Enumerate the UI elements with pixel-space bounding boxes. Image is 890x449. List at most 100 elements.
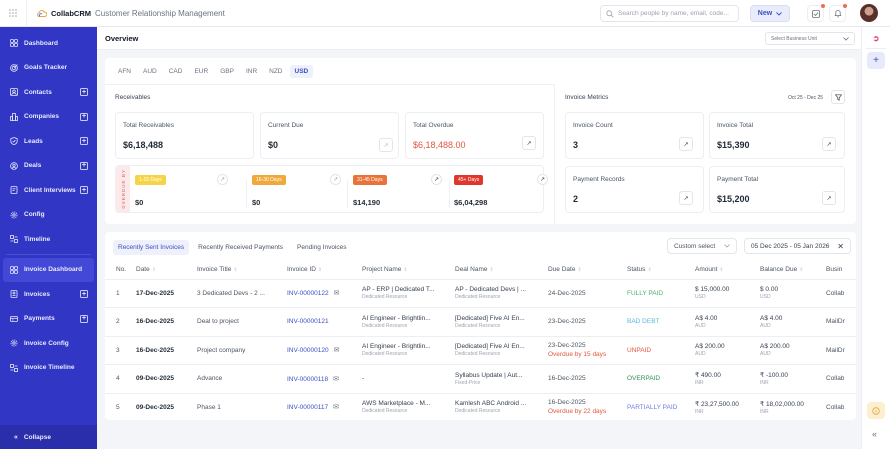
divider [246, 180, 247, 208]
sidebar-item-invoice-dashboard[interactable]: Invoice Dashboard [3, 257, 94, 282]
expand-panel-button[interactable]: « [872, 429, 877, 439]
bucket-open-button[interactable]: ↗ [431, 174, 442, 185]
sidebar-item-dashboard[interactable]: Dashboard [0, 31, 97, 56]
invoice-id-link[interactable]: INV-00000118 [287, 375, 329, 383]
mail-icon[interactable]: ✉ [333, 290, 340, 298]
total-overdue-open-button[interactable]: ↗ [522, 136, 536, 150]
add-payment-icon[interactable]: + [80, 314, 88, 323]
sidebar-item-payments[interactable]: Payments + [0, 307, 97, 332]
sidebar-item-companies[interactable]: Companies + [0, 105, 97, 130]
sidebar-item-leads[interactable]: Leads + [0, 129, 97, 154]
add-deal-icon[interactable]: + [80, 161, 88, 170]
sidebar-item-deals[interactable]: Deals + [0, 154, 97, 179]
tab-pending-invoices[interactable]: Pending Invoices [297, 244, 347, 251]
sidebar-item-client-interviews[interactable]: Client Interviews + [0, 178, 97, 203]
chevron-down-icon [724, 244, 730, 248]
invoice-id-link[interactable]: INV-00000120 [287, 347, 329, 355]
metrics-filter-button[interactable] [831, 90, 845, 104]
payment-total-open-button[interactable]: ↗ [822, 191, 836, 205]
sidebar-item-label: Timeline [24, 235, 51, 243]
collapse-sidebar-button[interactable]: « Collapse [0, 425, 97, 449]
add-company-icon[interactable]: + [80, 112, 88, 121]
add-button[interactable]: + [867, 52, 885, 69]
invoices-table: No. Date ⇕ Invoice Title ⇕ Invoice ID ⇕ Pro… [105, 260, 856, 420]
table-row[interactable]: 2 16-Dec-2025 Deal to project INV-000001… [105, 307, 856, 337]
col-deal-name[interactable]: Deal Name ⇕ [455, 260, 548, 280]
grid-icon [9, 39, 18, 48]
currency-tab-cad[interactable]: CAD [168, 68, 183, 75]
current-due-open-button[interactable]: ↗ [379, 138, 393, 152]
sidebar-item-config[interactable]: Config [0, 203, 97, 228]
receivables-title: Receivables [115, 94, 151, 101]
col-date[interactable]: Date ⇕ [136, 260, 197, 280]
table-row[interactable]: 5 09-Dec-2025 Phase 1 INV-00000117 ✉ AWS … [105, 393, 856, 420]
sidebar-item-label: Invoice Dashboard [24, 266, 83, 274]
add-contact-icon[interactable]: + [80, 88, 88, 97]
col-project-name[interactable]: Project Name ⇕ [362, 260, 455, 280]
app-logo-icon[interactable]: ➲ [872, 34, 880, 43]
help-button[interactable] [867, 402, 885, 419]
custom-select-dropdown[interactable]: Custom select [667, 238, 737, 254]
user-avatar[interactable] [860, 4, 878, 22]
bucket-open-button[interactable]: ↗ [330, 174, 341, 185]
currency-tab-afn[interactable]: AFN [118, 68, 131, 75]
invoice-id-link[interactable]: INV-00000117 [287, 404, 329, 412]
currency-tab-usd[interactable]: USD [289, 65, 314, 78]
col-balance-due[interactable]: Balance Due ⇕ [760, 260, 826, 280]
notifications-button[interactable] [829, 4, 847, 22]
app-launcher-button[interactable] [0, 0, 27, 27]
tasks-button[interactable] [807, 4, 825, 22]
sidebar-item-label: Contacts [24, 88, 52, 96]
sidebar-item-contacts[interactable]: Contacts + [0, 80, 97, 105]
col-amount[interactable]: Amount ⇕ [695, 260, 760, 280]
sidebar-item-timeline[interactable]: Timeline [0, 227, 97, 252]
col-status[interactable]: Status ⇕ [627, 260, 695, 280]
brand[interactable]: CollabCRM Customer Relationship Manageme… [37, 9, 225, 18]
table-row[interactable]: 1 17-Dec-2025 3 Dedicated Devs - 2 ... I… [105, 279, 856, 308]
invoice-count-open-button[interactable]: ↗ [679, 137, 693, 151]
bucket-open-button[interactable]: ↗ [217, 174, 228, 185]
sidebar-item-invoice-config[interactable]: Invoice Config [0, 331, 97, 356]
tab-recently-received-payments[interactable]: Recently Received Payments [198, 244, 284, 251]
invoice-id-link[interactable]: INV-00000121 [287, 318, 329, 326]
date-range-picker[interactable]: 05 Dec 2025 - 05 Jan 2026 ✕ [744, 238, 851, 254]
payment-records-open-button[interactable]: ↗ [679, 191, 693, 205]
mail-icon[interactable]: ✉ [333, 375, 339, 383]
add-lead-icon[interactable]: + [80, 137, 88, 146]
divider [554, 84, 555, 224]
table-row[interactable]: 3 16-Dec-2025 Project company INV-000001… [105, 336, 856, 365]
info-circle-icon [872, 406, 880, 415]
row-date: 16-Dec-2025 [136, 336, 197, 365]
business-unit-select[interactable]: Select Business Unit [765, 32, 855, 45]
mail-icon[interactable]: ✉ [333, 347, 340, 355]
row-deal: AP - Dedicated Devs | ... Dedicated Resou… [455, 279, 548, 308]
invoice-id-link[interactable]: INV-00000122 [287, 290, 329, 298]
sidebar-item-invoices[interactable]: Invoices + [0, 282, 97, 307]
sidebar-item-goals-tracker[interactable]: Goals Tracker [0, 56, 97, 81]
col-business[interactable]: Busin [826, 260, 856, 280]
mail-icon[interactable]: ✉ [333, 404, 339, 412]
payment-icon [9, 314, 18, 323]
tab-recently-sent-invoices[interactable]: Recently Sent Invoices [113, 240, 190, 255]
col-due-date[interactable]: Due Date ⇕ [548, 260, 627, 280]
sidebar-item-invoice-timeline[interactable]: Invoice Timeline [0, 356, 97, 381]
new-button[interactable]: New [750, 5, 790, 22]
search-input[interactable]: Search people by name, email, code... [600, 5, 739, 22]
add-client-interview-icon[interactable]: + [80, 186, 88, 195]
stat-label: Invoice Count [573, 122, 613, 129]
clear-date-icon[interactable]: ✕ [837, 241, 844, 251]
add-invoice-icon[interactable]: + [80, 290, 88, 299]
currency-tab-gbp[interactable]: GBP [220, 68, 234, 75]
currency-tab-nzd[interactable]: NZD [269, 68, 283, 75]
col-invoice-title[interactable]: Invoice Title ⇕ [197, 260, 287, 280]
currency-tab-inr[interactable]: INR [245, 68, 258, 75]
bucket-open-button[interactable]: ↗ [537, 174, 548, 185]
invoice-total-open-button[interactable]: ↗ [822, 137, 836, 151]
currency-tab-aud[interactable]: AUD [143, 68, 157, 75]
row-project: - [362, 364, 455, 394]
currency-tab-eur[interactable]: EUR [194, 68, 209, 75]
sidebar: Dashboard Goals Tracker Contacts + Compa… [0, 27, 97, 449]
col-invoice-id[interactable]: Invoice ID ⇕ [287, 260, 362, 280]
date-range-value: 05 Dec 2025 - 05 Jan 2026 [751, 242, 830, 250]
table-row[interactable]: 4 09-Dec-2025 Advance INV-00000118 ✉ - Sy… [105, 364, 856, 394]
